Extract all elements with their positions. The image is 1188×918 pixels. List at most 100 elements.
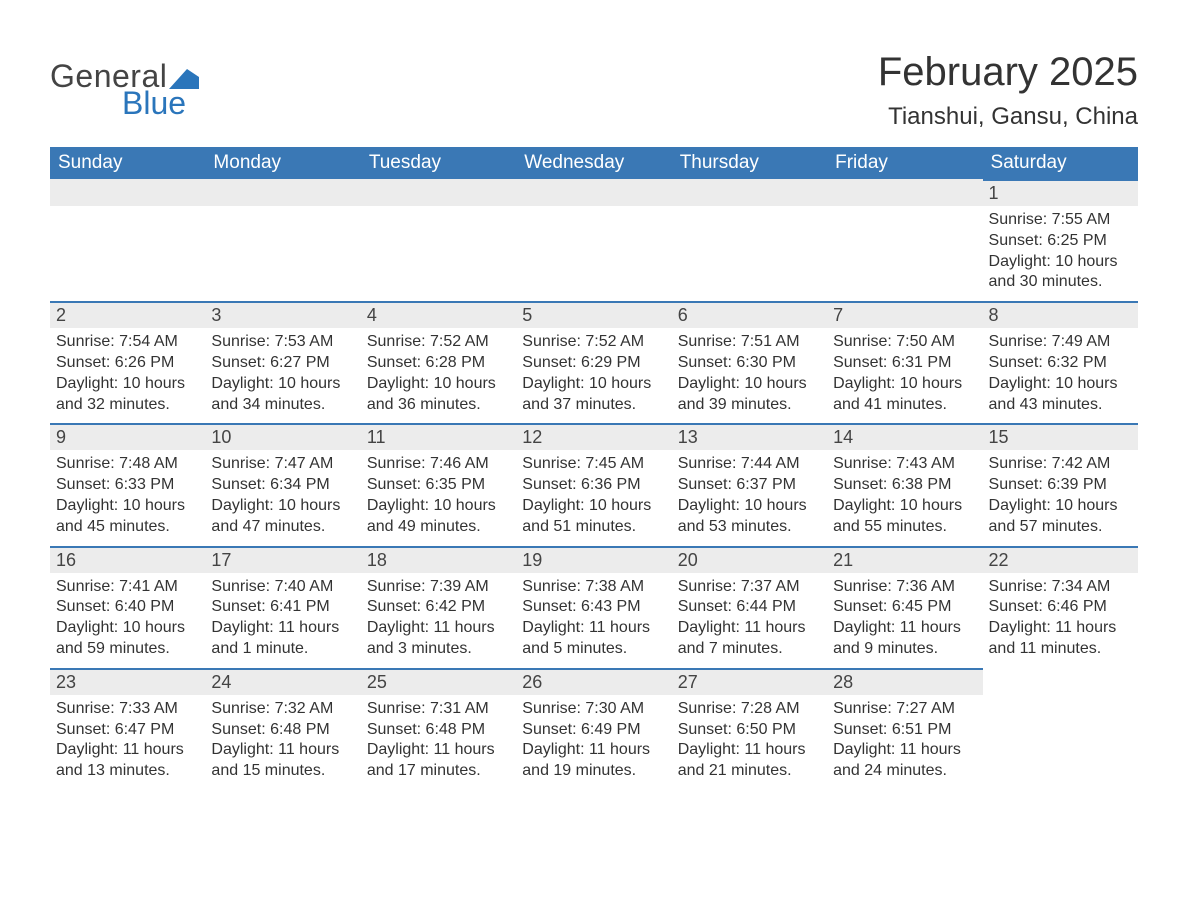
calendar-day: 22Sunrise: 7:34 AMSunset: 6:46 PMDayligh…: [983, 546, 1138, 668]
daylight-text: Daylight: 10 hours and 43 minutes.: [989, 374, 1132, 416]
daylight-text: Daylight: 10 hours and 59 minutes.: [56, 618, 199, 660]
day-body: Sunrise: 7:41 AMSunset: 6:40 PMDaylight:…: [50, 573, 205, 668]
day-number-bar: 11: [361, 423, 516, 450]
calendar-day-empty: [827, 179, 982, 301]
daylight-text: Daylight: 10 hours and 39 minutes.: [678, 374, 821, 416]
sunset-text: Sunset: 6:42 PM: [367, 597, 510, 618]
sunrise-text: Sunrise: 7:41 AM: [56, 577, 199, 598]
day-number-bar: 17: [205, 546, 360, 573]
sunset-text: Sunset: 6:37 PM: [678, 475, 821, 496]
daylight-text: Daylight: 10 hours and 55 minutes.: [833, 496, 976, 538]
day-number-bar: [672, 179, 827, 206]
sunset-text: Sunset: 6:25 PM: [989, 231, 1132, 252]
day-body: Sunrise: 7:54 AMSunset: 6:26 PMDaylight:…: [50, 328, 205, 423]
sunrise-text: Sunrise: 7:50 AM: [833, 332, 976, 353]
calendar-day: 10Sunrise: 7:47 AMSunset: 6:34 PMDayligh…: [205, 423, 360, 545]
calendar-day-empty: [672, 179, 827, 301]
daylight-text: Daylight: 11 hours and 21 minutes.: [678, 740, 821, 782]
day-number-bar: [516, 179, 671, 206]
weekday-header: Wednesday: [516, 147, 671, 179]
month-title: February 2025: [50, 50, 1138, 95]
calendar: SundayMondayTuesdayWednesdayThursdayFrid…: [50, 147, 1138, 790]
day-body: Sunrise: 7:50 AMSunset: 6:31 PMDaylight:…: [827, 328, 982, 423]
daylight-text: Daylight: 10 hours and 45 minutes.: [56, 496, 199, 538]
calendar-week: 16Sunrise: 7:41 AMSunset: 6:40 PMDayligh…: [50, 546, 1138, 668]
day-number-bar: 3: [205, 301, 360, 328]
sunset-text: Sunset: 6:43 PM: [522, 597, 665, 618]
daylight-text: Daylight: 11 hours and 19 minutes.: [522, 740, 665, 782]
day-number-bar: 25: [361, 668, 516, 695]
sunset-text: Sunset: 6:44 PM: [678, 597, 821, 618]
calendar-day-empty: [983, 668, 1138, 790]
day-body: [983, 695, 1138, 707]
sunrise-text: Sunrise: 7:32 AM: [211, 699, 354, 720]
day-number-bar: 2: [50, 301, 205, 328]
daylight-text: Daylight: 10 hours and 41 minutes.: [833, 374, 976, 416]
day-number-bar: 18: [361, 546, 516, 573]
day-body: Sunrise: 7:34 AMSunset: 6:46 PMDaylight:…: [983, 573, 1138, 668]
weekday-header: Sunday: [50, 147, 205, 179]
daylight-text: Daylight: 10 hours and 49 minutes.: [367, 496, 510, 538]
weekday-header: Tuesday: [361, 147, 516, 179]
sunset-text: Sunset: 6:35 PM: [367, 475, 510, 496]
calendar-day-empty: [50, 179, 205, 301]
day-number-bar: 10: [205, 423, 360, 450]
day-number-bar: 20: [672, 546, 827, 573]
day-body: Sunrise: 7:33 AMSunset: 6:47 PMDaylight:…: [50, 695, 205, 790]
calendar-day-empty: [516, 179, 671, 301]
calendar-day: 1Sunrise: 7:55 AMSunset: 6:25 PMDaylight…: [983, 179, 1138, 301]
daylight-text: Daylight: 11 hours and 17 minutes.: [367, 740, 510, 782]
day-body: Sunrise: 7:27 AMSunset: 6:51 PMDaylight:…: [827, 695, 982, 790]
day-number-bar: 15: [983, 423, 1138, 450]
day-body: Sunrise: 7:52 AMSunset: 6:28 PMDaylight:…: [361, 328, 516, 423]
calendar-day: 16Sunrise: 7:41 AMSunset: 6:40 PMDayligh…: [50, 546, 205, 668]
daylight-text: Daylight: 10 hours and 37 minutes.: [522, 374, 665, 416]
sunset-text: Sunset: 6:46 PM: [989, 597, 1132, 618]
daylight-text: Daylight: 10 hours and 30 minutes.: [989, 252, 1132, 294]
calendar-day: 23Sunrise: 7:33 AMSunset: 6:47 PMDayligh…: [50, 668, 205, 790]
calendar-day: 5Sunrise: 7:52 AMSunset: 6:29 PMDaylight…: [516, 301, 671, 423]
calendar-day: 24Sunrise: 7:32 AMSunset: 6:48 PMDayligh…: [205, 668, 360, 790]
day-number-bar: [983, 668, 1138, 695]
sunrise-text: Sunrise: 7:40 AM: [211, 577, 354, 598]
sunset-text: Sunset: 6:48 PM: [367, 720, 510, 741]
calendar-day: 3Sunrise: 7:53 AMSunset: 6:27 PMDaylight…: [205, 301, 360, 423]
day-number-bar: 8: [983, 301, 1138, 328]
daylight-text: Daylight: 10 hours and 57 minutes.: [989, 496, 1132, 538]
calendar-weeks: 1Sunrise: 7:55 AMSunset: 6:25 PMDaylight…: [50, 179, 1138, 790]
sunset-text: Sunset: 6:38 PM: [833, 475, 976, 496]
sunrise-text: Sunrise: 7:42 AM: [989, 454, 1132, 475]
day-body: Sunrise: 7:55 AMSunset: 6:25 PMDaylight:…: [983, 206, 1138, 301]
sunset-text: Sunset: 6:33 PM: [56, 475, 199, 496]
sunset-text: Sunset: 6:41 PM: [211, 597, 354, 618]
day-body: Sunrise: 7:37 AMSunset: 6:44 PMDaylight:…: [672, 573, 827, 668]
day-body: [205, 206, 360, 218]
daylight-text: Daylight: 11 hours and 15 minutes.: [211, 740, 354, 782]
sunrise-text: Sunrise: 7:54 AM: [56, 332, 199, 353]
daylight-text: Daylight: 10 hours and 36 minutes.: [367, 374, 510, 416]
sunrise-text: Sunrise: 7:55 AM: [989, 210, 1132, 231]
sunrise-text: Sunrise: 7:47 AM: [211, 454, 354, 475]
sunrise-text: Sunrise: 7:39 AM: [367, 577, 510, 598]
sunrise-text: Sunrise: 7:52 AM: [522, 332, 665, 353]
calendar-day: 9Sunrise: 7:48 AMSunset: 6:33 PMDaylight…: [50, 423, 205, 545]
sunrise-text: Sunrise: 7:45 AM: [522, 454, 665, 475]
day-number-bar: 28: [827, 668, 982, 695]
day-number-bar: [361, 179, 516, 206]
day-body: Sunrise: 7:40 AMSunset: 6:41 PMDaylight:…: [205, 573, 360, 668]
calendar-day: 19Sunrise: 7:38 AMSunset: 6:43 PMDayligh…: [516, 546, 671, 668]
calendar-day: 14Sunrise: 7:43 AMSunset: 6:38 PMDayligh…: [827, 423, 982, 545]
calendar-day: 17Sunrise: 7:40 AMSunset: 6:41 PMDayligh…: [205, 546, 360, 668]
day-number-bar: 7: [827, 301, 982, 328]
day-body: Sunrise: 7:44 AMSunset: 6:37 PMDaylight:…: [672, 450, 827, 545]
sunrise-text: Sunrise: 7:28 AM: [678, 699, 821, 720]
day-number-bar: 4: [361, 301, 516, 328]
daylight-text: Daylight: 11 hours and 3 minutes.: [367, 618, 510, 660]
sunset-text: Sunset: 6:31 PM: [833, 353, 976, 374]
day-number-bar: [50, 179, 205, 206]
weekday-header: Saturday: [983, 147, 1138, 179]
sunrise-text: Sunrise: 7:52 AM: [367, 332, 510, 353]
day-body: Sunrise: 7:51 AMSunset: 6:30 PMDaylight:…: [672, 328, 827, 423]
logo-text-blue: Blue: [122, 85, 199, 122]
weekday-header-row: SundayMondayTuesdayWednesdayThursdayFrid…: [50, 147, 1138, 179]
